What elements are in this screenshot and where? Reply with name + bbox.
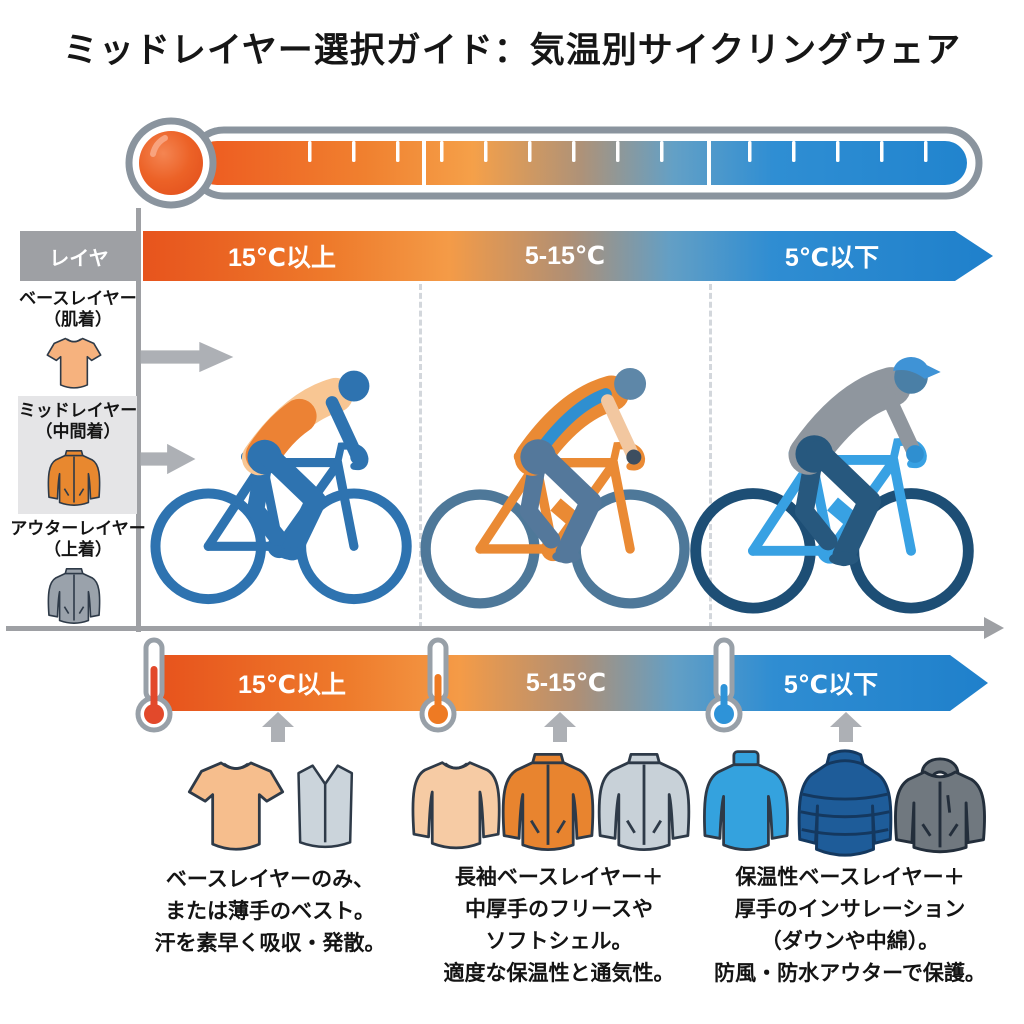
zone-label-warm: 15℃以上	[227, 244, 337, 272]
up-arrow-icon	[544, 712, 576, 742]
thermometer-mild-icon	[419, 637, 457, 733]
description-line: 汗を素早く吸収・発散。	[154, 932, 386, 955]
sidebar-item-base-layer: ベースレイヤー （肌着）	[4, 288, 152, 330]
softshell-jacket-icon	[597, 753, 691, 851]
zone-divider-2	[709, 284, 712, 628]
outer-layer-sublabel: （上着）	[44, 540, 112, 559]
sidebar-item-mid-layer: ミッドレイヤー （中間着）	[4, 400, 152, 442]
description-cold: 保温性ベースレイヤー＋ 厚手のインサレーション （ダウンや中綿）。 防風・防水ア…	[686, 862, 1014, 990]
description-line: 防風・防水アウターで保護。	[714, 962, 986, 985]
zone-divider-1	[419, 284, 422, 628]
zone-label-mild: 5-15℃	[525, 669, 607, 697]
hooded-shell-jacket-icon	[894, 757, 986, 854]
base-layer-sublabel: （肌着）	[44, 310, 112, 329]
thermometer-gradient-icon	[125, 117, 983, 209]
thermometer-hot-icon	[135, 637, 173, 733]
outer-layer-jacket-icon	[47, 567, 101, 625]
description-line: 長袖ベースレイヤー＋	[454, 866, 664, 889]
thermometer-cold-icon	[705, 637, 743, 733]
layer-column-header: レイヤ	[20, 231, 138, 281]
vertical-axis-line	[136, 208, 141, 632]
page-title: ミッドレイヤー選択ガイド：気温別サイクリングウェア	[62, 31, 962, 70]
zone-label-cold: 5℃以下	[784, 244, 880, 272]
sidebar-item-outer-layer: アウターレイヤー （上着）	[4, 518, 152, 560]
temperature-band-top: 15℃以上 5-15℃ 5℃以下	[143, 231, 993, 281]
base-layer-label: ベースレイヤー	[19, 289, 137, 308]
temperature-band-bottom: 15℃以上 5-15℃ 5℃以下	[163, 655, 988, 711]
description-line: または薄手のベスト。	[165, 900, 375, 923]
description-line: 中厚手のフリースや	[465, 898, 653, 921]
cyclist-warm-illustration	[150, 370, 412, 605]
zone-label-warm: 15℃以上	[237, 671, 347, 699]
horizontal-axis-arrowhead-icon	[984, 617, 1004, 639]
horizontal-axis-line	[6, 626, 986, 631]
up-arrow-icon	[262, 712, 294, 742]
description-line: 保温性ベースレイヤー＋	[735, 866, 965, 889]
zone-label-mild: 5-15℃	[524, 242, 606, 270]
up-arrow-icon	[830, 712, 862, 742]
description-line: 適度な保温性と通気性。	[443, 962, 675, 985]
description-warm: ベースレイヤーのみ、 または薄手のベスト。 汗を素早く吸収・発散。	[120, 864, 420, 960]
mid-layer-sublabel: （中間着）	[35, 422, 121, 441]
cyclist-mild-illustration	[420, 367, 690, 609]
description-mild: 長袖ベースレイヤー＋ 中厚手のフリースや ソフトシェル。 適度な保温性と通気性。	[404, 862, 714, 990]
base-layer-tshirt-icon	[46, 337, 102, 389]
right-arrow-icon	[140, 443, 196, 475]
description-line: ソフトシェル。	[485, 930, 633, 953]
description-line: 厚手のインサレーション	[734, 898, 966, 921]
light-vest-icon	[297, 764, 354, 849]
zone-label-cold: 5℃以下	[783, 671, 879, 699]
cyclist-cold-illustration	[690, 357, 974, 614]
description-line: ベースレイヤーのみ、	[165, 868, 375, 891]
mid-layer-label: ミッドレイヤー	[18, 401, 138, 420]
outer-layer-label: アウターレイヤー	[10, 519, 146, 538]
mid-layer-jacket-icon	[47, 449, 101, 507]
right-arrow-icon	[140, 341, 234, 373]
description-line: （ダウンや中綿）。	[760, 930, 940, 953]
